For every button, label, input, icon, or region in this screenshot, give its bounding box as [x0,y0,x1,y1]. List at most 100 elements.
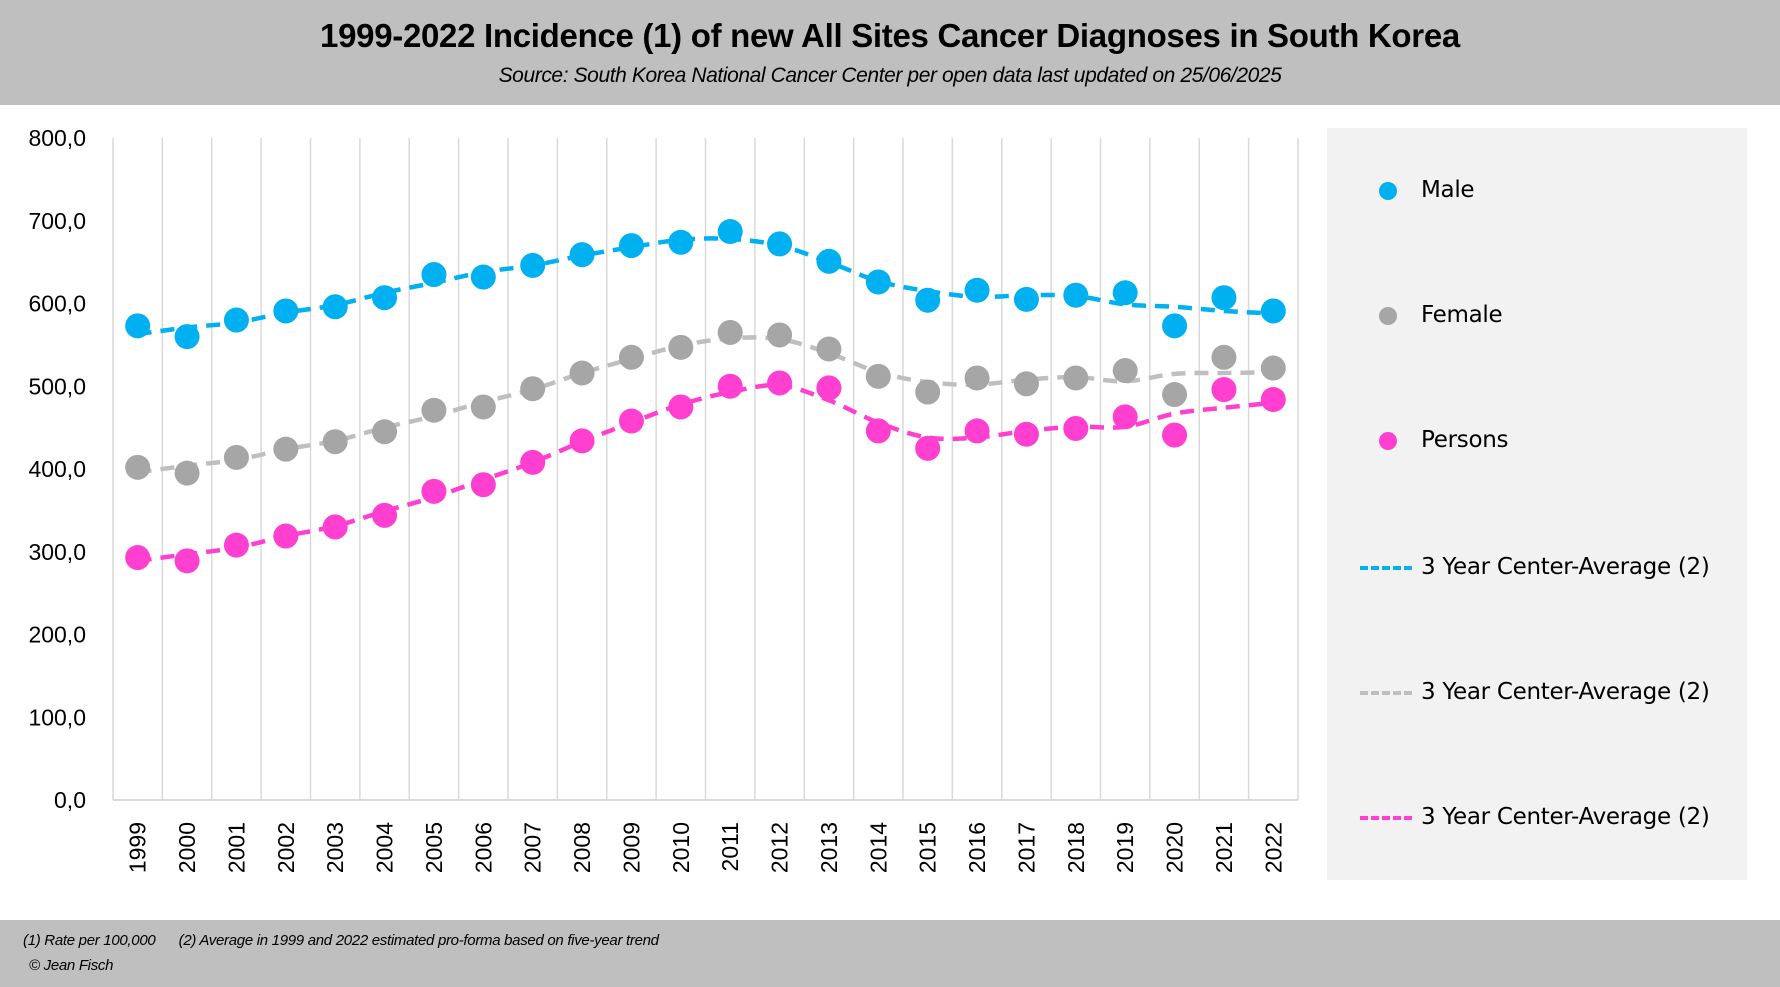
persons-point [322,514,348,540]
y-tick-label: 0,0 [54,787,86,813]
male-point [372,285,398,311]
dashed-line-icon [1360,566,1412,570]
persons-point [915,435,941,461]
chart-title: 1999-2022 Incidence (1) of new All Sites… [320,17,1460,54]
female-point [618,344,644,370]
dashed-line-icon [1360,691,1412,695]
x-tick-label: 1999 [125,822,151,873]
x-tick-label: 2012 [767,822,793,873]
male-point [1063,282,1089,308]
persons-point [520,449,546,475]
x-tick-label: 2021 [1211,822,1237,873]
male-point [865,269,891,295]
x-tick-label: 2020 [1162,822,1188,873]
female-point [569,360,595,386]
y-tick-label: 100,0 [28,704,86,730]
y-tick-label: 700,0 [28,208,86,234]
male-point [915,287,941,313]
gridlines [112,138,1299,800]
persons-point [618,408,644,434]
persons-point [1063,415,1089,441]
x-tick-label: 2006 [470,822,496,873]
persons-point [223,532,249,558]
y-tick-label: 500,0 [28,373,86,399]
chart-subtitle: Source: South Korea National Cancer Cent… [498,64,1282,87]
male-point [816,248,842,274]
legend-item-female[interactable]: Female [1327,300,1747,330]
persons-point [816,375,842,401]
x-tick-label: 2016 [964,822,990,873]
x-tick-label: 2001 [223,822,249,873]
x-tick-label: 2011 [717,822,743,871]
legend-item-male[interactable]: Male [1327,175,1747,205]
persons-point [668,394,694,420]
x-tick-label: 2013 [816,822,842,873]
male-point [273,298,299,324]
female-point [1211,344,1237,370]
male-point [125,313,151,339]
x-tick-label: 2010 [668,822,694,873]
female-point [125,454,151,480]
x-tick-label: 2019 [1112,822,1138,873]
male-point [1112,280,1138,306]
male-point [470,264,496,290]
male-point [1260,298,1286,324]
x-axis-tick-labels: 1999 2000 2001 2002 2003 2004 2005 2006 2007 2008… [125,822,1287,873]
female-point [1162,382,1188,408]
male-point [964,277,990,303]
legend-label: 3 Year Center-Average (2) [1421,679,1710,705]
legend-item-persons-average[interactable]: 3 Year Center-Average (2) [1327,802,1747,832]
female-point [223,444,249,470]
footnote: (1) Rate per 100,000 (2) Average in 1999… [23,932,659,949]
legend-item-female-average[interactable]: 3 Year Center-Average (2) [1327,677,1747,707]
dashed-line-icon [1360,816,1412,820]
female-point [1063,365,1089,391]
female-point [322,429,348,455]
footer-band: (1) Rate per 100,000 (2) Average in 1999… [0,920,1780,987]
y-tick-label: 200,0 [28,622,86,648]
legend-label: Male [1421,177,1475,203]
male-point [618,233,644,259]
female-point [1013,371,1039,397]
male-point [223,307,249,333]
x-tick-label: 2004 [372,822,398,873]
female-point [915,379,941,405]
persons-point [569,428,595,454]
y-axis-tick-labels: 0,0 100,0 200,0 300,0 400,0 500,0 600,0 700,0 80… [28,125,86,813]
y-tick-label: 800,0 [28,125,86,151]
x-tick-label: 2009 [618,822,644,873]
x-tick-label: 2007 [520,822,546,873]
female-point [717,319,743,345]
x-tick-label: 2014 [865,822,891,873]
legend-item-persons[interactable]: Persons [1327,425,1747,455]
legend-item-male-average[interactable]: 3 Year Center-Average (2) [1327,552,1747,582]
legend: Male Female Persons 3 Year Center-Averag… [1327,128,1747,880]
male-point [1162,313,1188,339]
x-tick-label: 2003 [322,822,348,873]
x-tick-label: 2008 [569,822,595,873]
header-band: 1999-2022 Incidence (1) of new All Sites… [0,0,1780,105]
x-tick-label: 2000 [174,822,200,873]
male-point [668,229,694,255]
copyright: © Jean Fisch [29,957,114,974]
female-point [865,363,891,389]
persons-point [1211,377,1237,403]
x-tick-label: 2018 [1063,822,1089,873]
female-point [1260,355,1286,381]
male-point [717,219,743,245]
male-point [1013,286,1039,312]
persons-point [273,523,299,549]
persons-point [717,373,743,399]
x-tick-label: 2015 [915,822,941,873]
persons-point [767,370,793,396]
legend-label: 3 Year Center-Average (2) [1421,804,1710,830]
male-point [322,294,348,320]
male-point [569,242,595,268]
circle-marker-icon [1379,307,1397,325]
persons-point [1013,421,1039,447]
x-tick-label: 2017 [1013,822,1039,873]
female-point [767,322,793,348]
persons-point [372,502,398,528]
female-point [520,376,546,402]
male-point [520,252,546,278]
